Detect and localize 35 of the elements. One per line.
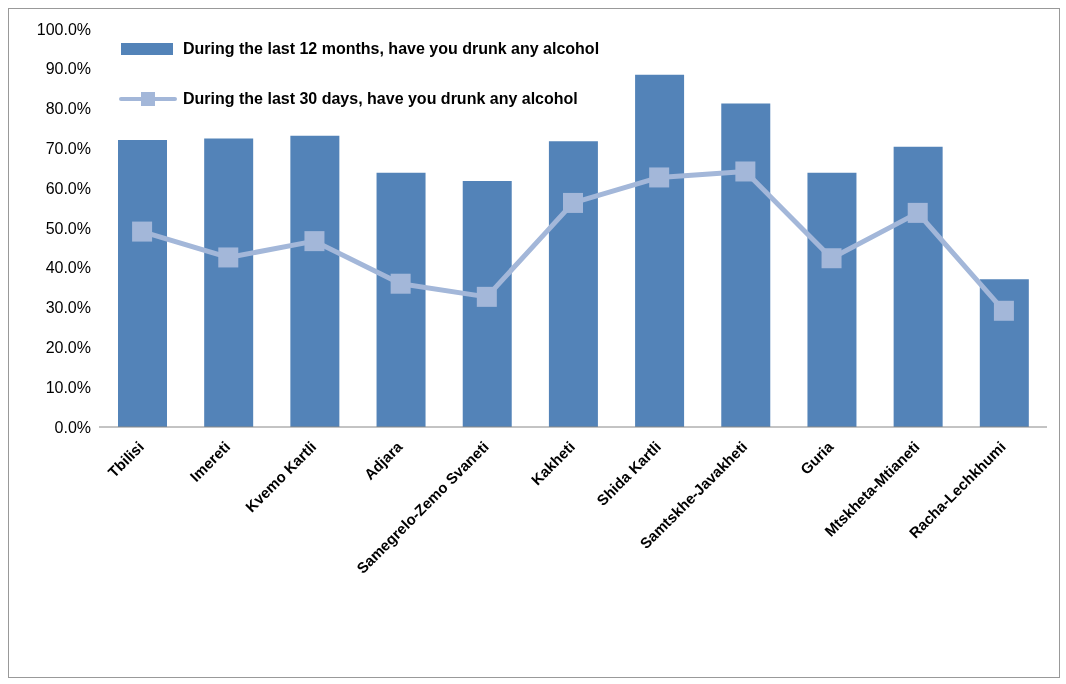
point (304, 231, 325, 252)
point (907, 202, 928, 223)
point (218, 247, 239, 268)
point (476, 286, 497, 307)
y-tick-label: 80.0% (45, 100, 91, 118)
bar (548, 141, 598, 427)
point (563, 192, 583, 213)
y-tick-label: 20.0% (45, 339, 91, 357)
bar (376, 172, 426, 427)
y-tick-label: 100.0% (36, 20, 91, 38)
bar (979, 279, 1029, 427)
bar (462, 181, 512, 427)
point (390, 273, 411, 294)
legend-label: During the last 12 months, have you drunk any alcohol (183, 40, 600, 58)
point (132, 221, 153, 242)
bar (290, 135, 340, 427)
y-tick-label: 30.0% (45, 299, 91, 317)
bar (118, 140, 167, 427)
bar (893, 146, 943, 427)
bar (721, 103, 771, 427)
point (649, 167, 670, 188)
point (993, 300, 1014, 321)
bar (204, 138, 254, 427)
point (735, 161, 756, 182)
y-tick-label: 50.0% (45, 219, 91, 237)
bar (635, 74, 685, 427)
y-tick-label: 70.0% (45, 140, 91, 158)
y-tick-label: 0.0% (54, 418, 91, 436)
y-tick-label: 10.0% (45, 378, 91, 396)
y-tick-label: 60.0% (45, 179, 91, 197)
legend-label: During the last 30 days, have you drunk any alcohol (183, 90, 578, 108)
bar (807, 172, 857, 427)
y-tick-label: 90.0% (45, 60, 91, 78)
point (821, 248, 842, 269)
y-tick-label: 40.0% (45, 259, 91, 277)
